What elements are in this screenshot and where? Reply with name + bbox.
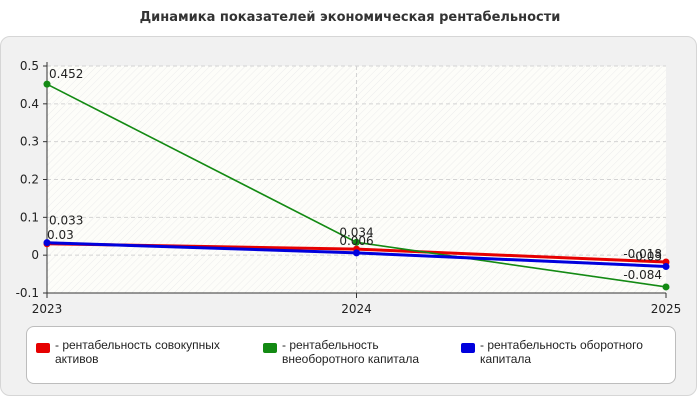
y-tick-label: 0 [31, 248, 39, 262]
y-tick-label: 0.1 [20, 210, 39, 224]
x-tick-label: 2023 [32, 302, 63, 316]
legend-label: - рентабельность оборотного капитала [480, 338, 643, 366]
data-points [43, 80, 670, 291]
legend-swatch [461, 343, 475, 353]
data-label: 0.034 [339, 225, 373, 239]
data-point [43, 239, 51, 247]
x-tick-label: 2025 [651, 302, 682, 316]
x-tick-label: 2024 [341, 302, 372, 316]
data-point [662, 283, 670, 291]
y-tick-label: 0.2 [20, 173, 39, 187]
legend-label: - рентабельность совокупных активов [55, 338, 220, 366]
data-point [43, 80, 51, 88]
y-tick-label: 0.3 [20, 135, 39, 149]
data-point [662, 263, 670, 271]
data-label: -0.084 [623, 268, 662, 282]
y-tick-label: 0.4 [20, 97, 39, 111]
data-label: -0.03 [631, 250, 662, 264]
chart-title: Динамика показателей экономическая рента… [139, 10, 561, 25]
data-label: 0.452 [49, 67, 83, 81]
data-labels: 0.03 -0.018 0.452 0.034 -0.084 0.033 0.006 -0.0… [47, 67, 662, 282]
data-label: 0.006 [339, 234, 373, 248]
y-tick-label: -0.1 [16, 286, 39, 300]
axes: -0.1 0 0.1 0.2 0.3 0.4 0.5 2023 2024 2025 [16, 59, 682, 316]
chart-legend: - рентабельность совокупных активов - ре… [26, 326, 676, 384]
data-point [353, 249, 360, 257]
legend-label: - рентабельность внеоборотного капитала [282, 338, 419, 366]
data-label: 0.033 [49, 214, 83, 228]
y-tick-label: 0.5 [20, 59, 39, 73]
data-label: -0.018 [623, 247, 662, 261]
data-point [353, 238, 360, 246]
data-label: 0.03 [47, 228, 74, 242]
legend-swatch [263, 343, 277, 353]
legend-swatch [36, 343, 50, 353]
